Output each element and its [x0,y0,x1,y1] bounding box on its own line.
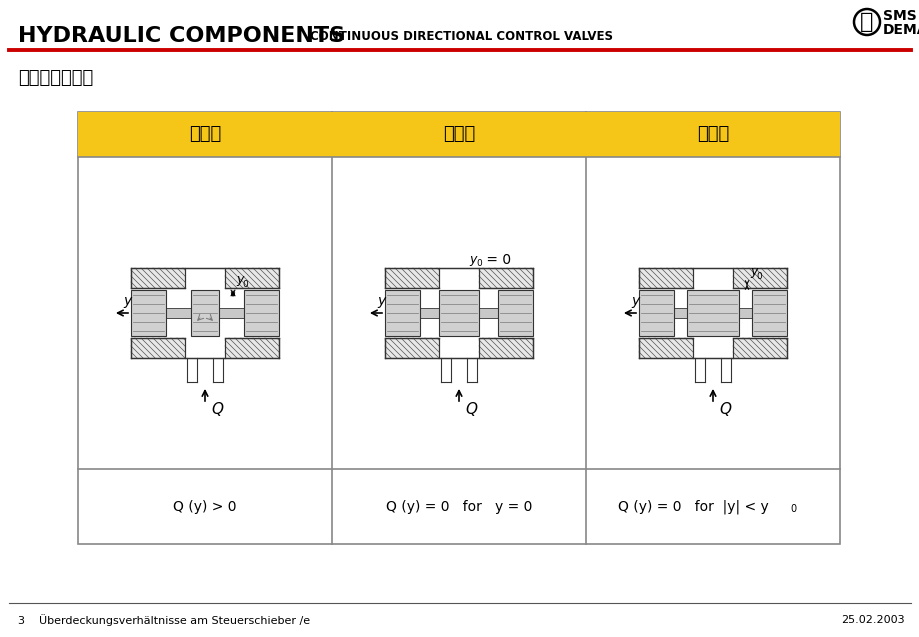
Text: Q: Q [210,401,222,417]
Text: y: y [377,294,385,308]
Text: y: y [236,273,244,286]
Bar [384,290,420,336]
Bar [639,290,674,336]
Bar [438,290,479,336]
Bar [332,112,585,157]
Text: CONTINUOUS DIRECTIONAL CONTROL VALVES: CONTINUOUS DIRECTIONAL CONTROL VALVES [310,29,612,43]
Text: y: y [469,254,476,266]
Bar [225,268,278,288]
Bar [384,268,438,288]
Bar [130,268,185,288]
Text: Q (y) = 0   for   y = 0: Q (y) = 0 for y = 0 [385,499,531,513]
Text: DEMAG: DEMAG [882,23,919,37]
Bar [479,338,532,358]
Bar [639,338,692,358]
Bar [497,290,532,336]
Text: 控制阀芯的重叠: 控制阀芯的重叠 [18,69,93,87]
Text: Ⓢ: Ⓢ [859,12,873,32]
Bar [751,290,786,336]
Bar [130,290,165,336]
Bar [78,112,332,157]
Bar [732,338,786,358]
Bar [384,338,438,358]
Text: 0: 0 [242,280,247,289]
Text: HYDRAULIC COMPONENTS: HYDRAULIC COMPONENTS [18,26,345,46]
Text: 0: 0 [755,272,761,281]
Bar [639,268,692,288]
Text: = 0: = 0 [482,253,511,267]
Text: 3    Überdeckungsverhältnisse am Steuerschieber /e: 3 Überdeckungsverhältnisse am Steuerschi… [18,614,310,626]
Bar [191,290,219,336]
Bar [585,112,839,157]
Text: 零遗盖: 零遗盖 [442,125,474,143]
Text: 0: 0 [789,505,795,515]
Text: y: y [749,265,756,278]
Text: 0: 0 [475,259,482,268]
Text: y: y [630,294,639,308]
Bar [130,338,185,358]
Bar [639,308,786,318]
Text: Q (y) > 0: Q (y) > 0 [173,499,236,513]
Text: y: y [123,294,131,308]
Text: Q: Q [464,401,476,417]
Bar [384,308,532,318]
Text: Q: Q [719,401,731,417]
Text: SMS: SMS [882,9,915,23]
Bar [244,290,278,336]
Text: 25.02.2003: 25.02.2003 [841,615,904,625]
Bar [78,112,839,544]
Bar [130,308,278,318]
Text: 正遗盖: 正遗盖 [696,125,729,143]
Bar [479,268,532,288]
Text: Q (y) = 0   for  |y| < y: Q (y) = 0 for |y| < y [617,499,767,514]
Text: 负遗盖: 负遗盖 [188,125,221,143]
Bar [686,290,738,336]
Bar [732,268,786,288]
Bar [225,338,278,358]
